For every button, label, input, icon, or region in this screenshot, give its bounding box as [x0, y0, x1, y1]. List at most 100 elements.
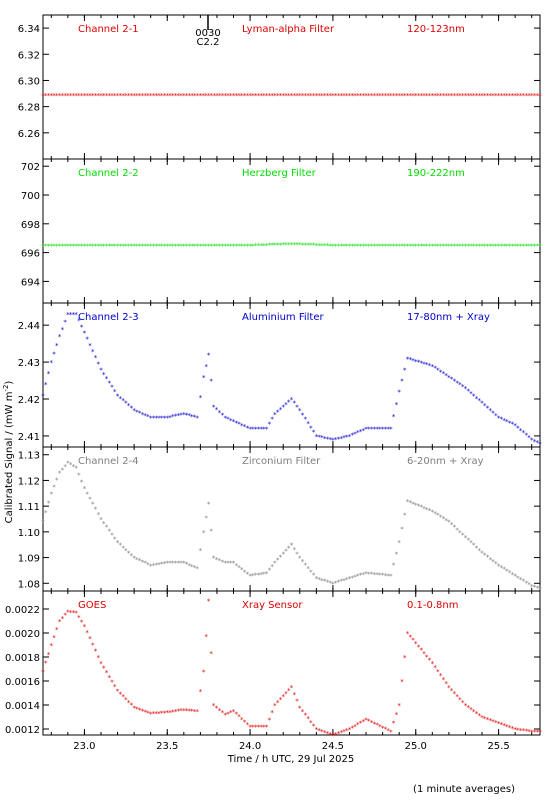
data-point: * — [535, 585, 539, 593]
data-point: * — [262, 724, 266, 732]
data-point: * — [328, 579, 332, 587]
data-point: * — [469, 242, 473, 250]
data-point: * — [298, 555, 302, 563]
data-point: * — [138, 242, 142, 250]
data-point: * — [69, 311, 73, 319]
data-point: * — [168, 709, 172, 717]
data-point: * — [508, 569, 512, 577]
x-tick-label: 24.5 — [322, 741, 344, 752]
data-point: * — [251, 242, 255, 250]
y-tick-label: 1.09 — [18, 554, 40, 565]
data-point: * — [91, 242, 95, 250]
data-point: * — [237, 564, 241, 572]
data-point: * — [132, 242, 136, 250]
data-point: * — [491, 718, 495, 726]
y-tick-label: 1.11 — [18, 502, 40, 513]
data-point: * — [202, 668, 206, 676]
data-point: * — [177, 412, 181, 420]
data-point: * — [491, 92, 495, 100]
data-point: * — [353, 573, 357, 581]
data-point: * — [359, 572, 363, 580]
data-point: * — [251, 426, 255, 434]
data-point: * — [478, 242, 482, 250]
data-point: * — [381, 92, 385, 100]
data-point: * — [190, 708, 194, 716]
data-point: * — [478, 397, 482, 405]
data-point: * — [257, 92, 261, 100]
data-point: * — [453, 242, 457, 250]
data-point: * — [494, 412, 498, 420]
data-point: * — [237, 421, 241, 429]
data-point: * — [367, 92, 371, 100]
data-point: * — [246, 242, 250, 250]
data-point: * — [450, 687, 454, 695]
data-point: * — [524, 242, 528, 250]
data-point: * — [281, 693, 285, 701]
y-tick-label: 2.42 — [18, 395, 40, 406]
data-point: * — [353, 723, 357, 731]
data-point: * — [195, 414, 199, 422]
data-point: * — [254, 242, 258, 250]
data-point: * — [331, 580, 335, 588]
data-point: * — [328, 92, 332, 100]
data-point: * — [105, 242, 109, 250]
data-point: * — [130, 702, 134, 710]
data-point: * — [455, 242, 459, 250]
data-point: * — [444, 242, 448, 250]
data-point: * — [177, 708, 181, 716]
data-point: * — [533, 242, 537, 250]
data-point: * — [469, 539, 473, 547]
data-point: * — [113, 683, 117, 691]
data-point: * — [375, 571, 379, 579]
data-point: * — [223, 242, 227, 250]
data-point: * — [235, 711, 239, 719]
data-point: * — [516, 574, 520, 582]
data-point: * — [141, 411, 145, 419]
data-point: * — [533, 728, 537, 736]
data-point: * — [480, 242, 484, 250]
data-point: * — [411, 357, 415, 365]
data-point: * — [102, 371, 106, 379]
data-point: * — [237, 92, 241, 100]
data-point: * — [141, 707, 145, 715]
data-point: * — [386, 242, 390, 250]
data-point: * — [489, 717, 493, 725]
data-point: * — [386, 727, 390, 735]
data-point: * — [312, 722, 316, 730]
data-point: * — [411, 500, 415, 508]
data-point: * — [342, 92, 346, 100]
data-point: * — [88, 92, 92, 100]
data-point: * — [254, 724, 258, 732]
data-point: * — [362, 718, 366, 726]
data-point: * — [306, 242, 310, 250]
data-point: * — [450, 92, 454, 100]
data-point: * — [135, 705, 139, 713]
data-point: * — [226, 242, 230, 250]
data-point: * — [466, 242, 470, 250]
data-point: * — [511, 421, 515, 429]
data-point: * — [99, 366, 103, 374]
data-point: * — [395, 242, 399, 250]
data-point: * — [50, 242, 54, 250]
data-point: * — [182, 92, 186, 100]
data-point: * — [276, 241, 280, 249]
data-point: * — [91, 348, 95, 356]
data-point: * — [505, 242, 509, 250]
data-point: * — [527, 581, 531, 589]
data-point: * — [295, 403, 299, 411]
data-point: * — [55, 342, 59, 350]
data-point: * — [326, 242, 330, 250]
data-point: * — [124, 92, 128, 100]
data-point: * — [66, 311, 70, 319]
data-point: * — [323, 435, 327, 443]
data-point: * — [444, 517, 448, 525]
data-point: * — [284, 690, 288, 698]
data-point: * — [119, 395, 123, 403]
data-point: * — [458, 242, 462, 250]
data-point: * — [287, 398, 291, 406]
data-point: * — [353, 430, 357, 438]
data-point: * — [265, 92, 269, 100]
data-point: * — [179, 707, 183, 715]
data-point: * — [83, 242, 87, 250]
data-point: * — [381, 572, 385, 580]
